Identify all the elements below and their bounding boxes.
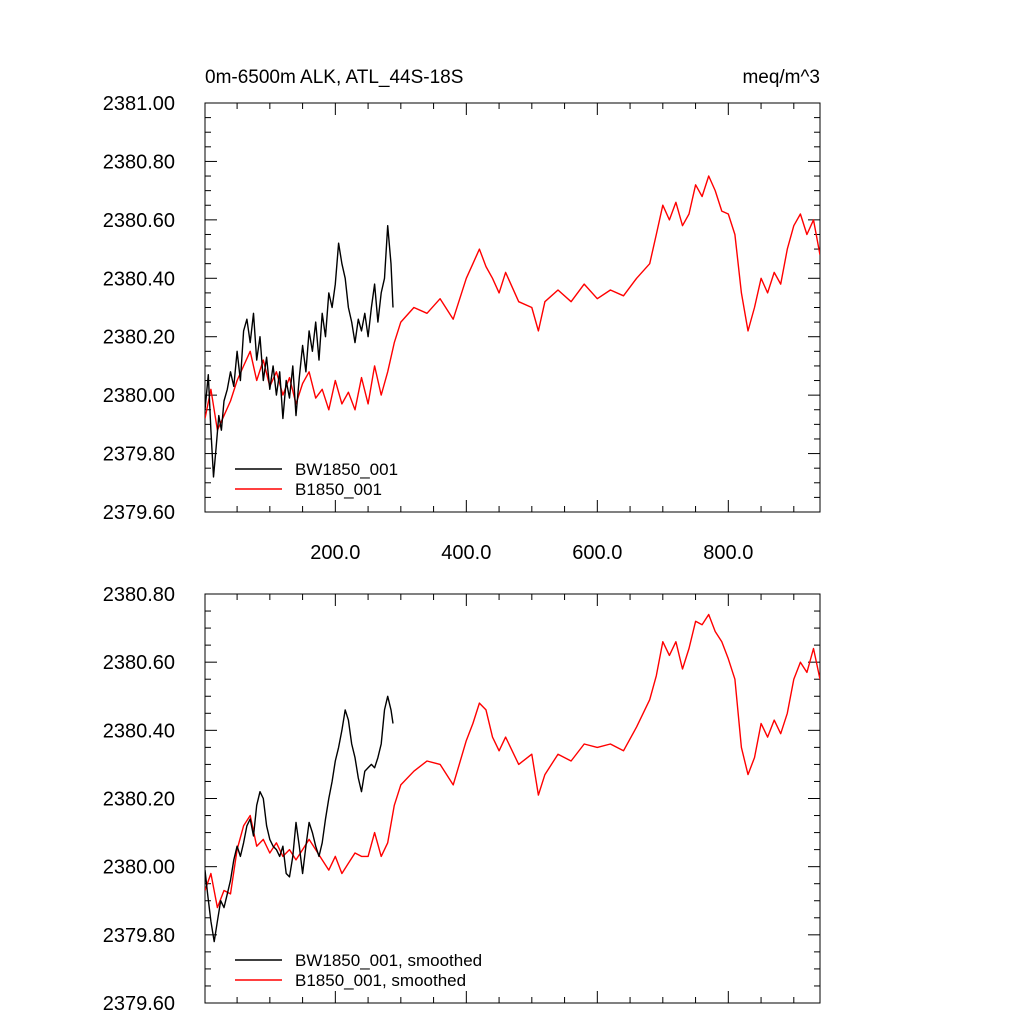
x-tick-label: 600.0: [572, 542, 622, 564]
y-tick-label: 2380.60: [103, 652, 175, 674]
chart-units: meq/m^3: [742, 67, 820, 88]
y-tick-label: 2380.80: [103, 151, 175, 173]
series-line-red: [205, 175, 820, 431]
y-tick-label: 2379.80: [103, 925, 175, 947]
series-line-black: [205, 695, 394, 943]
y-tick-label: 2380.20: [103, 327, 175, 349]
y-tick-label: 2380.40: [103, 268, 175, 290]
x-tick-label: 800.0: [703, 542, 753, 564]
plot-frame: [204, 102, 821, 513]
chart-title: 0m-6500m ALK, ATL_44S-18S: [205, 67, 463, 88]
y-tick-label: 2380.80: [103, 584, 175, 606]
y-tick-label: 2379.80: [103, 444, 175, 466]
y-tick-label: 2379.60: [103, 502, 175, 524]
top-panel: 2379.60 2379.80 2380.00 2380.20 2380.40 2380.…: [103, 67, 821, 564]
legend-label: BW1850_001: [295, 460, 398, 479]
y-tick-label: 2380.60: [103, 210, 175, 232]
series-line-red: [205, 613, 820, 909]
x-tick-label: 400.0: [441, 542, 491, 564]
series-group: [205, 175, 820, 478]
series-line-black: [205, 224, 394, 478]
series-group: [205, 613, 820, 943]
legend-label: B1850_001: [295, 480, 382, 499]
x-tick-label: 200.0: [310, 542, 360, 564]
legend-label: BW1850_001, smoothed: [295, 951, 482, 970]
y-tick-label: 2380.40: [103, 720, 175, 742]
y-tick-label: 2381.00: [103, 93, 175, 115]
bottom-panel: 2379.60 2379.80 2380.00 2380.20 2380.40 2380.…: [103, 584, 821, 1015]
y-tick-label: 2380.00: [103, 385, 175, 407]
y-tick-label: 2380.20: [103, 789, 175, 811]
legend-label: B1850_001, smoothed: [295, 971, 466, 990]
y-tick-label: 2379.60: [103, 993, 175, 1015]
y-tick-label: 2380.00: [103, 857, 175, 879]
plot-frame: [204, 593, 821, 1004]
